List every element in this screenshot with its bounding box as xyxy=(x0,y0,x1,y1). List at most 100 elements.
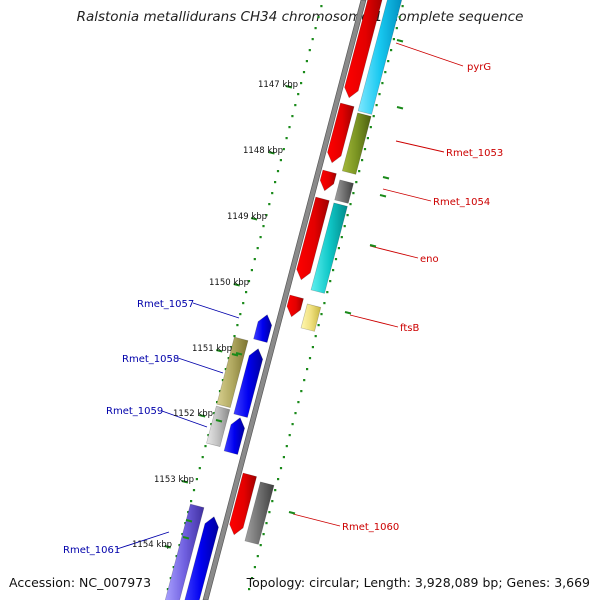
gc-dot-right xyxy=(363,148,367,151)
tick-label-1153: 1153 kbp xyxy=(154,475,194,485)
gc-dot-left xyxy=(224,368,227,371)
label-leader-line xyxy=(395,42,464,67)
gc-dot-left xyxy=(308,49,311,52)
gc-dot-left xyxy=(169,577,172,580)
gc-dot-left xyxy=(242,302,245,305)
gc-dot-right xyxy=(303,379,306,382)
gc-dot-left xyxy=(181,533,184,536)
feature-tick xyxy=(231,353,239,357)
gc-dot-right xyxy=(381,82,384,85)
gc-dot-left xyxy=(178,544,181,547)
gc-dot-right xyxy=(291,423,294,426)
feature-tick xyxy=(185,519,193,523)
gc-dot-right xyxy=(398,16,401,19)
gc-dot-right xyxy=(279,467,283,470)
cds-forward-rmet-1054 xyxy=(319,169,337,192)
gc-dot-left xyxy=(256,247,259,250)
gc-dot-left xyxy=(268,203,271,206)
cds-reverse-rmet-1059 xyxy=(223,417,245,455)
label-leader-line xyxy=(177,357,224,374)
gc-dot-left xyxy=(218,390,222,393)
gc-dot-right xyxy=(306,368,309,371)
gc-dot-right xyxy=(317,324,320,327)
feature-tick xyxy=(379,194,387,198)
gc-dot-right xyxy=(250,577,254,580)
gc-dot-right xyxy=(361,159,364,162)
label-leader-line xyxy=(369,245,419,259)
gc-dot-right xyxy=(372,115,375,118)
kbp-tick xyxy=(198,414,206,418)
gc-dot-left xyxy=(250,269,253,272)
gc-dot-left xyxy=(282,148,285,151)
gene-labels: pyrG Rmet_1053 Rmet_1054 eno ftsB Rmet_1… xyxy=(63,62,503,556)
gc-dot-left xyxy=(184,522,187,525)
gene-label-ftsb: ftsB xyxy=(400,323,419,334)
kbp-tick xyxy=(250,217,258,221)
gc-dot-right xyxy=(300,390,303,393)
gc-dot-left xyxy=(274,181,277,184)
gc-dot-right xyxy=(355,181,358,184)
gc-dot-right xyxy=(282,456,285,459)
gene-box-rmet-1053 xyxy=(341,112,372,175)
gc-dot-right xyxy=(340,236,343,239)
gc-dot-right xyxy=(256,555,259,558)
gc-dot-left xyxy=(233,335,236,338)
tick-label-1154: 1154 kbp xyxy=(132,540,172,550)
gc-dot-right xyxy=(346,214,349,217)
gc-dot-right xyxy=(311,346,314,349)
feature-tick xyxy=(369,244,377,248)
gene-label-rmet-1060: Rmet_1060 xyxy=(342,522,399,533)
gc-dot-right xyxy=(274,489,277,492)
gc-dot-right xyxy=(271,500,274,503)
gc-dot-left xyxy=(262,225,265,228)
gc-dot-left xyxy=(190,500,193,503)
gc-dot-right xyxy=(285,445,288,448)
gc-content-dots xyxy=(166,5,404,591)
gc-dot-right xyxy=(375,104,378,107)
gc-dot-right xyxy=(332,269,335,272)
gene-box-eno xyxy=(310,202,348,294)
backbone-line xyxy=(202,0,367,600)
gene-label-rmet-1054: Rmet_1054 xyxy=(433,197,490,208)
cds-reverse-rmet-1058 xyxy=(233,348,264,418)
gene-box-pyrG xyxy=(357,0,403,115)
gc-dot-right xyxy=(253,566,256,569)
tick-marks xyxy=(164,85,293,549)
gc-dot-left xyxy=(221,379,224,382)
label-leader-line xyxy=(116,531,170,550)
gc-dot-left xyxy=(294,104,297,107)
label-leader-line xyxy=(161,410,208,428)
feature-tick xyxy=(288,511,296,515)
gc-dot-right xyxy=(378,93,381,96)
gc-dot-left xyxy=(213,412,216,415)
kbp-tick xyxy=(216,349,223,353)
feature-tick xyxy=(396,106,404,110)
tick-label-1148: 1148 kbp xyxy=(243,146,283,156)
gc-dot-left xyxy=(265,214,268,217)
gc-dot-right xyxy=(268,511,271,514)
kbp-tick xyxy=(285,85,293,89)
gc-dot-left xyxy=(314,27,317,30)
tick-label-1147: 1147 kbp xyxy=(258,80,298,90)
gc-dot-left xyxy=(311,38,314,41)
gc-dot-left xyxy=(227,357,230,360)
gc-dot-right xyxy=(308,357,312,360)
cds-reverse-rmet-1057 xyxy=(253,314,273,343)
gene-box-rmet-1054 xyxy=(334,179,354,204)
feature-tick xyxy=(396,39,404,43)
cds-forward-rmet-1053 xyxy=(327,102,355,164)
gc-dot-right xyxy=(352,192,355,195)
gene-box-rmet-1060 xyxy=(244,481,275,545)
gc-dot-right xyxy=(265,522,268,525)
gene-label-rmet-1053: Rmet_1053 xyxy=(446,148,503,159)
cds-forward-pyrG xyxy=(344,0,383,99)
kbp-tick xyxy=(181,480,189,484)
label-leaders xyxy=(116,39,464,550)
gc-dot-left xyxy=(201,456,204,459)
cds-forward-rmet-1060 xyxy=(229,472,257,536)
gc-dot-right xyxy=(366,137,369,140)
gc-dot-right xyxy=(337,247,340,250)
gc-dot-left xyxy=(291,115,294,118)
gc-dot-left xyxy=(271,192,274,195)
kbp-tick xyxy=(268,151,275,155)
